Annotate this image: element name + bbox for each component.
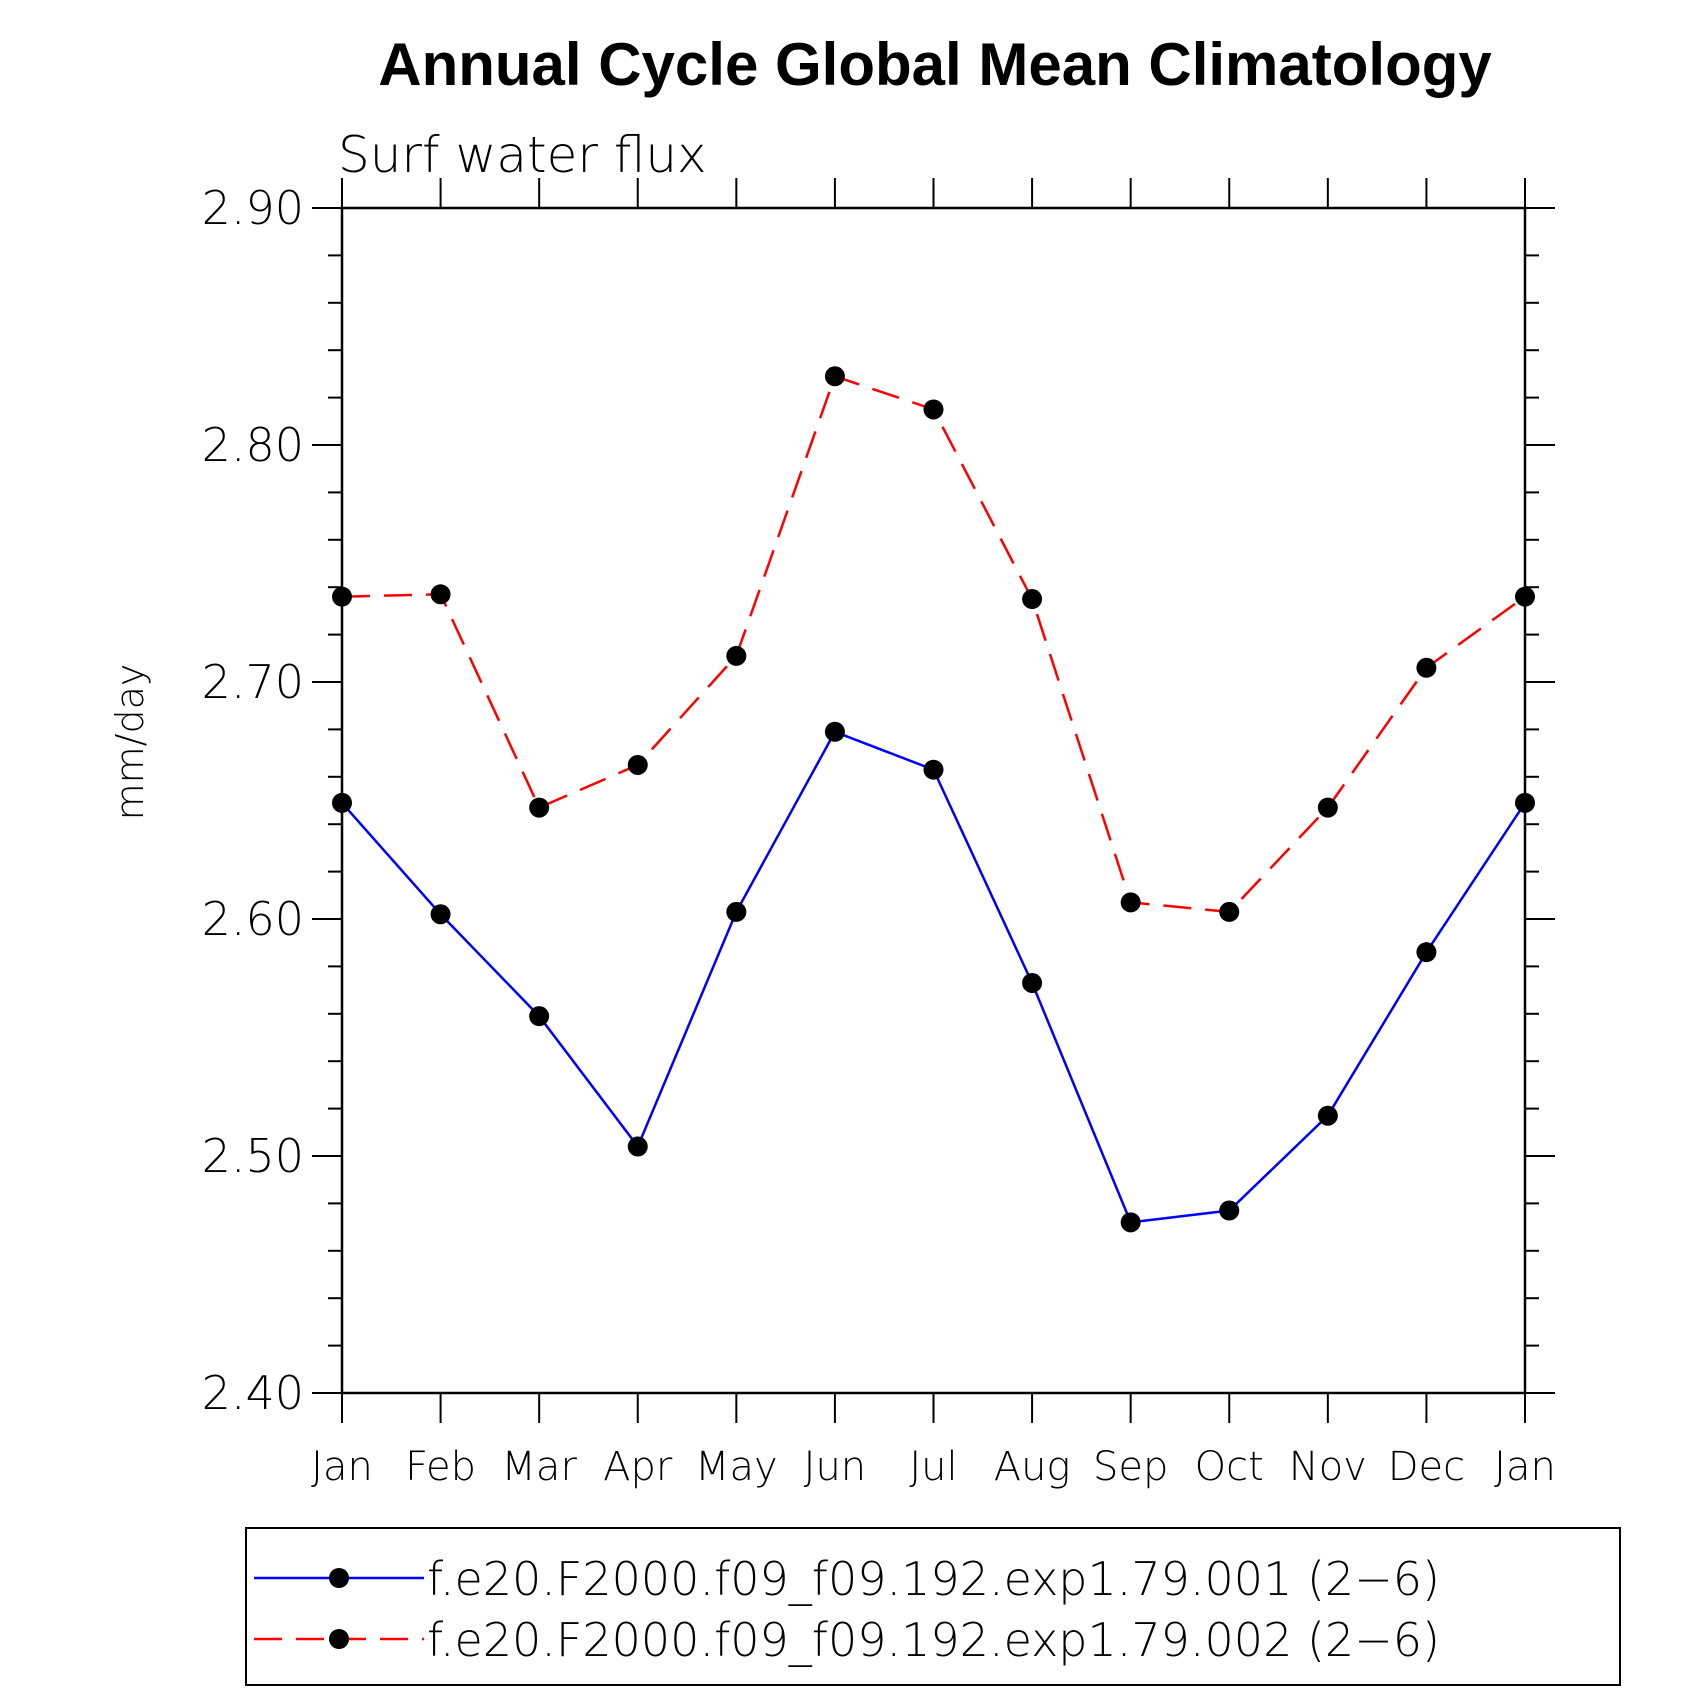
legend: f.e20.F2000.f09_f09.192.exp1.79.001 (2−6… [245,1527,1621,1686]
x-tick-label: Nov [1289,1444,1367,1490]
data-point-series-2 [824,366,845,387]
data-point-series-2 [1317,797,1338,818]
x-tick-label: Mar [501,1444,577,1490]
x-tick-label: Sep [1093,1444,1168,1490]
data-point-series-2 [430,584,451,605]
data-point-series-2 [726,645,747,666]
x-tick-label: Aug [994,1444,1071,1490]
legend-marker-1 [329,1568,349,1588]
x-tick-label: Jul [909,1444,957,1490]
legend-label-2: f.e20.F2000.f09_f09.192.exp1.79.002 (2−6… [427,1613,1440,1667]
y-tick-label: 2.60 [202,892,304,946]
x-tick-label: Oct [1195,1444,1264,1490]
data-point-series-2 [627,754,648,775]
y-tick-label: 2.80 [202,418,304,472]
data-point-series-1 [529,1006,550,1027]
legend-box [245,1527,1621,1686]
y-tick-label: 2.70 [202,655,304,709]
plot-area: 2.40 2.50 2.60 2.70 2.80 2.90 Jan Feb Mar Apr May J… [202,178,1556,1490]
x-tick-label: Jan [1494,1444,1556,1490]
series-line-1 [341,730,1527,1224]
x-tick-label: Dec [1388,1444,1465,1490]
data-point-series-1 [1022,972,1043,993]
data-point-series-2 [923,399,944,420]
y-tick-label: 2.40 [202,1366,304,1420]
data-point-series-1 [1317,1105,1338,1126]
x-tick-label: Jan [311,1444,373,1490]
data-point-series-1 [1219,1200,1240,1221]
data-point-series-1 [824,721,845,742]
plot-frame [340,206,1527,1395]
data-point-series-1 [332,792,352,813]
data-point-series-2 [332,586,352,607]
data-point-series-2 [1416,657,1437,678]
data-point-series-1 [430,904,451,925]
x-tick-label: Jun [804,1444,867,1490]
series-line-2 [341,374,1526,914]
x-tick-label: May [695,1444,778,1490]
data-point-series-1 [923,759,944,780]
data-point-series-1 [1515,792,1535,813]
data-point-series-2 [529,797,550,818]
y-axis-label: mm/day [108,664,152,821]
data-point-series-1 [1120,1212,1141,1233]
legend-label-1: f.e20.F2000.f09_f09.192.exp1.79.001 (2−6… [427,1552,1440,1606]
x-tick-label: Apr [603,1444,673,1490]
legend-marker-2 [329,1629,349,1649]
chart-title: Annual Cycle Global Mean Climatology [378,31,1492,98]
data-point-series-2 [1120,892,1141,913]
data-point-series-1 [726,901,747,922]
data-point-series-2 [1515,586,1535,607]
data-point-series-2 [1022,589,1043,610]
y-tick-label: 2.50 [202,1129,304,1183]
data-point-series-1 [627,1136,648,1157]
data-point-series-2 [1219,901,1240,922]
chart-subtitle: Surf water flux [338,126,707,184]
x-tick-label: Feb [405,1444,476,1490]
y-tick-label: 2.90 [202,181,304,235]
data-point-series-1 [1416,942,1437,963]
